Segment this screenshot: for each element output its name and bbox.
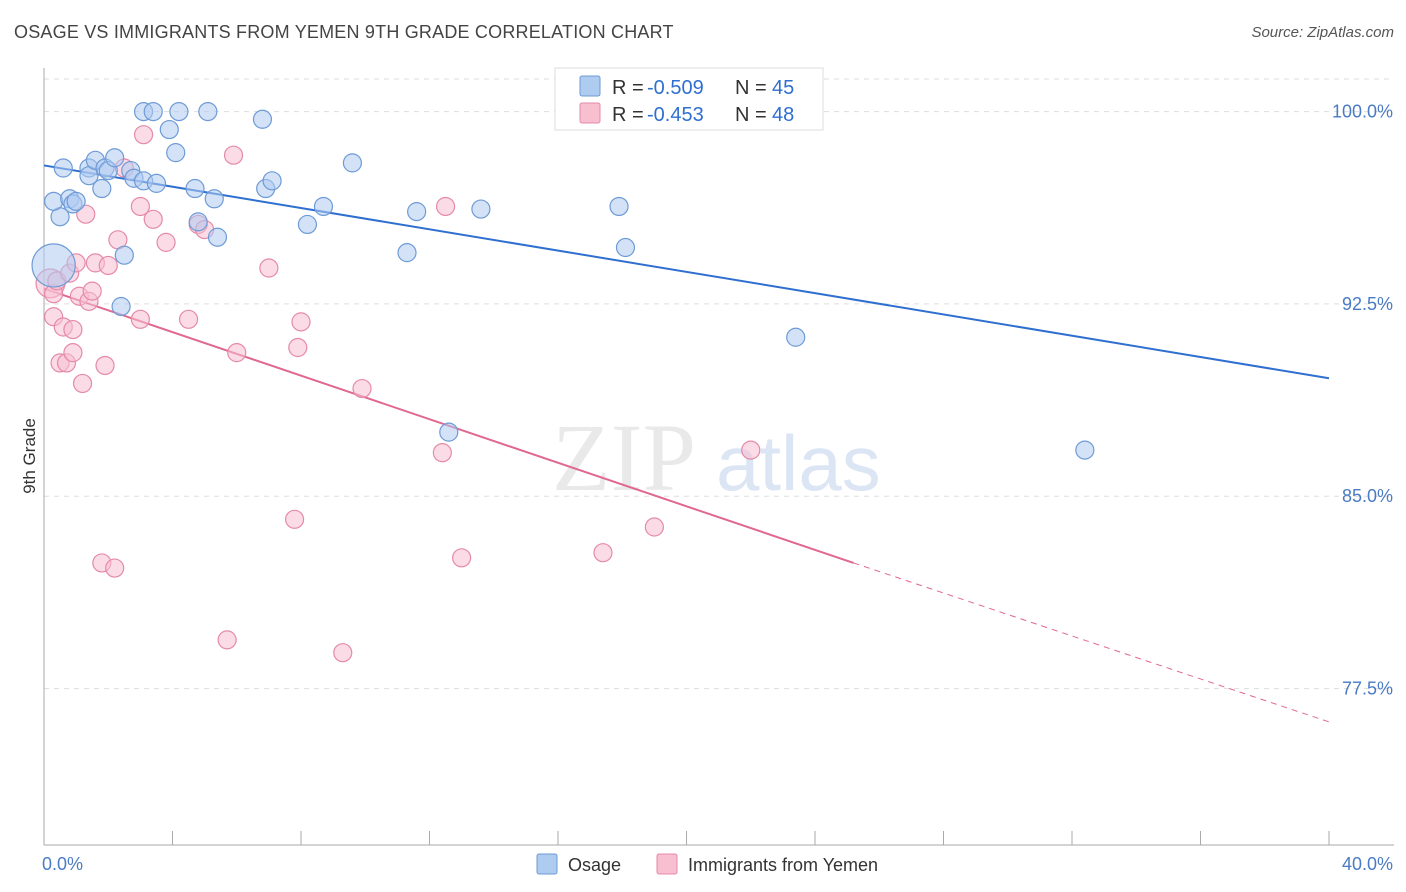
yemen-point-9 — [63, 319, 83, 340]
osage-point-25 — [185, 178, 205, 199]
osage-point-15 — [114, 245, 134, 265]
yemen-point-27 — [156, 232, 176, 252]
yemen-point-8 — [63, 343, 83, 363]
osage-point-28 — [204, 189, 224, 209]
points-yemen — [35, 125, 761, 663]
yemen-point-42 — [452, 548, 472, 568]
osage-trend-line — [43, 164, 1330, 380]
osage-point-38 — [439, 422, 459, 442]
yemen-point-19 — [98, 255, 118, 276]
legend-n-label-osage: N = — [735, 77, 767, 99]
legend-n-value-osage: 45 — [772, 77, 794, 99]
yemen-point-40 — [432, 443, 452, 463]
yemen-point-32 — [223, 145, 244, 165]
osage-point-10 — [92, 178, 112, 199]
osage-point-23 — [166, 143, 186, 163]
osage-point-13 — [105, 148, 125, 168]
trend-line-osage — [43, 164, 1330, 380]
x-tick-label-1: 40.0% — [1342, 854, 1393, 874]
yemen-point-18 — [95, 355, 115, 376]
osage-point-27 — [198, 101, 218, 122]
y-tick-label-1: 92.5% — [1342, 294, 1393, 314]
legend-n-value-yemen: 48 — [772, 104, 794, 126]
yemen-point-36 — [288, 337, 308, 358]
legend-swatch-yemen — [579, 102, 601, 124]
legend-r-label-yemen: R = — [612, 104, 644, 126]
yemen-point-15 — [82, 281, 102, 301]
yemen-point-37 — [291, 312, 311, 332]
osage-point-2 — [44, 191, 64, 211]
legend-n-label-yemen: N = — [735, 104, 767, 126]
osage-point-3 — [53, 158, 73, 178]
yemen-point-12 — [72, 373, 93, 394]
correlation-legend: R = -0.509 N = 45 R = -0.453 N = 48 — [554, 67, 824, 131]
yemen-point-13 — [76, 204, 96, 224]
y-tick-label-0: 100.0% — [1332, 102, 1393, 122]
yemen-point-24 — [130, 309, 150, 329]
yemen-point-28 — [178, 309, 199, 329]
osage-point-34 — [313, 196, 334, 217]
yemen-point-23 — [130, 196, 150, 217]
osage-point-42 — [786, 327, 806, 347]
osage-point-21 — [146, 173, 167, 193]
legend-r-value-yemen: -0.453 — [647, 104, 704, 126]
yemen-point-43 — [593, 543, 613, 563]
osage-point-33 — [297, 214, 318, 235]
y-tick-label-3: 77.5% — [1342, 679, 1393, 699]
osage-point-43 — [1075, 440, 1095, 460]
yemen-point-20 — [105, 558, 125, 578]
osage-point-30 — [252, 109, 273, 129]
bottom-legend-label-yemen: Immigrants from Yemen — [688, 855, 878, 875]
osage-point-26 — [188, 212, 208, 232]
x-axis-ticks — [43, 831, 1330, 845]
osage-point-39 — [471, 199, 491, 219]
x-tick-label-0: 0.0% — [42, 854, 83, 874]
y-axis-title: 9th Grade — [20, 418, 39, 494]
y-tick-label-2: 85.0% — [1342, 486, 1393, 506]
x-axis-tick-labels: 0.0% 40.0% — [42, 854, 1393, 874]
legend-r-label-osage: R = — [612, 77, 644, 99]
yemen-point-31 — [217, 630, 237, 650]
osage-point-41 — [615, 237, 636, 258]
bottom-legend-swatch-yemen — [656, 853, 678, 875]
osage-point-35 — [342, 153, 362, 173]
osage-point-22 — [159, 119, 179, 140]
osage-point-32 — [262, 171, 282, 191]
axes — [43, 68, 1394, 846]
chart-title: OSAGE VS IMMIGRANTS FROM YEMEN 9TH GRADE… — [14, 22, 674, 42]
osage-point-40 — [609, 196, 629, 217]
osage-point-24 — [169, 101, 189, 122]
yemen-point-34 — [259, 258, 279, 278]
yemen-point-45 — [741, 440, 761, 460]
bottom-legend-swatch-osage — [536, 853, 558, 875]
osage-point-14 — [111, 296, 131, 317]
series-legend: Osage Immigrants from Yemen — [536, 853, 878, 875]
watermark-zip: ZIP — [552, 404, 696, 511]
gridlines — [44, 78, 1394, 690]
osage-point-0 — [31, 243, 76, 288]
watermark-atlas: atlas — [716, 419, 881, 507]
legend-swatch-osage — [579, 75, 601, 97]
yemen-point-41 — [435, 196, 456, 217]
legend-r-value-osage: -0.509 — [647, 77, 704, 99]
yemen-point-33 — [227, 343, 247, 363]
yemen-point-39 — [352, 378, 372, 399]
osage-point-6 — [66, 191, 86, 211]
bottom-legend-label-osage: Osage — [568, 855, 621, 875]
y-axis-tick-labels: 100.0% 92.5% 85.0% 77.5% — [1332, 102, 1393, 699]
yemen-point-26 — [143, 209, 163, 229]
yemen-trend-extension — [853, 562, 1330, 723]
points-osage — [31, 101, 1095, 460]
watermark: ZIP atlas — [552, 404, 881, 511]
osage-point-20 — [143, 101, 163, 122]
yemen-point-25 — [133, 125, 154, 145]
osage-point-37 — [407, 202, 427, 222]
yemen-point-38 — [333, 643, 353, 663]
osage-point-29 — [207, 227, 228, 247]
yemen-point-35 — [284, 509, 305, 529]
source-credit: Source: ZipAtlas.com — [1251, 24, 1394, 41]
osage-point-36 — [397, 243, 417, 263]
yemen-point-44 — [644, 517, 664, 537]
